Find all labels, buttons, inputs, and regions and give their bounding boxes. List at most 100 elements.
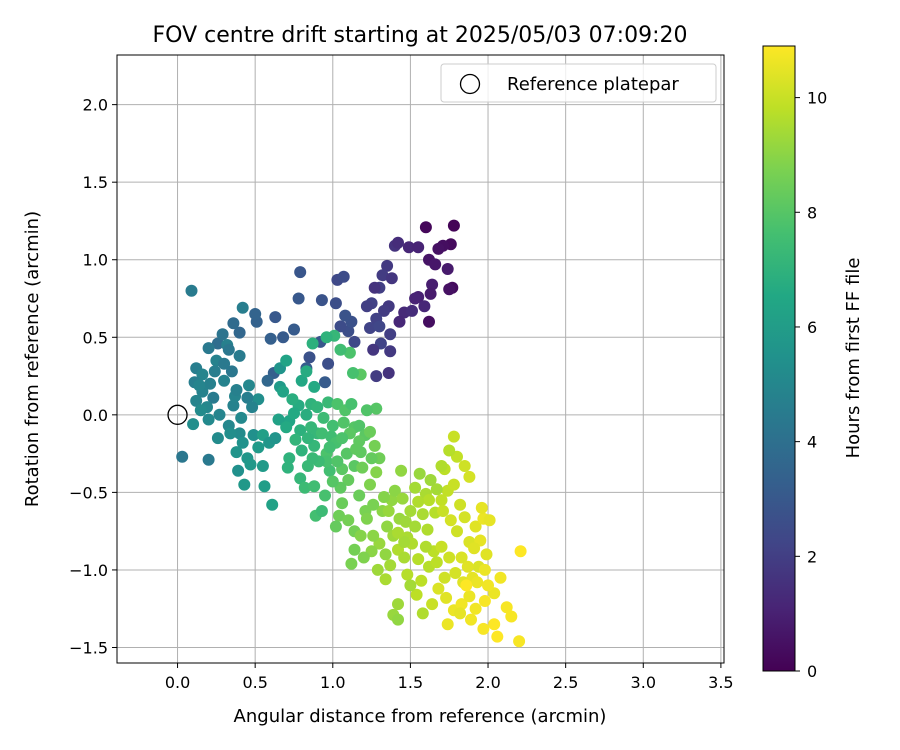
colorbar-tick-label: 6 <box>807 318 817 337</box>
data-point <box>477 622 490 635</box>
data-point <box>447 219 460 232</box>
data-point <box>252 441 265 454</box>
data-point <box>393 315 406 328</box>
data-point <box>218 357 231 370</box>
data-point <box>370 466 383 479</box>
colorbar-ticks: 0 2 4 6 8 10 <box>795 89 827 681</box>
data-point <box>455 551 468 564</box>
x-tick-label: 3.5 <box>708 673 733 692</box>
data-point <box>412 553 425 566</box>
data-point <box>367 343 380 356</box>
data-point <box>412 241 425 254</box>
data-point <box>331 455 344 468</box>
data-point <box>249 308 262 320</box>
data-point <box>292 292 305 305</box>
data-point <box>211 337 224 350</box>
data-point <box>426 278 439 291</box>
data-point <box>323 441 336 454</box>
data-point <box>398 536 411 548</box>
x-tick-label: 3.0 <box>631 673 656 692</box>
data-point <box>337 270 350 283</box>
data-point <box>342 474 355 486</box>
data-point <box>207 391 220 404</box>
y-tick-label: 1.5 <box>83 173 108 192</box>
y-tick-label: 0.5 <box>83 328 108 347</box>
data-point <box>306 337 319 350</box>
x-tick-label: 0.5 <box>242 673 267 692</box>
colorbar: 0 2 4 6 8 10 Hours from first FF file <box>762 45 864 681</box>
data-point <box>269 311 282 324</box>
data-point <box>294 266 307 279</box>
data-point <box>378 491 390 503</box>
data-point <box>233 326 246 339</box>
data-point <box>423 494 435 507</box>
data-point <box>315 505 328 517</box>
data-point <box>202 453 215 466</box>
data-point <box>256 460 269 472</box>
data-point <box>443 551 456 564</box>
data-point <box>295 444 308 457</box>
data-point <box>266 498 279 511</box>
grid-lines <box>117 55 724 663</box>
data-point <box>429 258 442 271</box>
x-tick-label: 1.5 <box>398 673 423 692</box>
data-point <box>447 478 460 491</box>
legend: Reference platepar <box>440 63 717 103</box>
data-point <box>176 450 189 463</box>
data-point <box>303 351 316 364</box>
data-point <box>342 514 355 527</box>
data-point <box>322 357 335 370</box>
data-point <box>454 498 467 511</box>
data-point <box>283 452 296 465</box>
data-point <box>435 540 448 553</box>
data-point <box>465 613 477 626</box>
data-point <box>463 590 476 603</box>
data-point <box>460 579 473 592</box>
data-point <box>373 320 386 333</box>
data-point <box>294 424 307 437</box>
data-point <box>364 322 376 334</box>
colorbar-label: Hours from first FF file <box>843 258 864 459</box>
data-point <box>236 301 249 314</box>
data-point <box>426 598 439 611</box>
data-point <box>289 433 302 446</box>
data-point <box>447 430 460 443</box>
data-point <box>326 419 339 432</box>
y-tick-label: 1.0 <box>83 251 108 270</box>
data-point <box>401 568 414 581</box>
data-point <box>350 443 363 455</box>
data-point <box>326 475 339 488</box>
data-point <box>441 618 454 631</box>
data-point <box>384 559 397 572</box>
data-point <box>241 391 254 404</box>
data-point <box>435 494 448 507</box>
data-point <box>455 598 468 611</box>
legend-box <box>440 63 717 103</box>
data-point <box>357 551 370 564</box>
data-point <box>288 407 300 420</box>
data-point <box>435 460 448 472</box>
data-point <box>204 377 217 390</box>
data-point <box>334 343 347 356</box>
data-point <box>419 221 432 234</box>
data-point <box>288 323 300 336</box>
data-point <box>336 432 349 445</box>
data-point <box>404 505 417 517</box>
data-point <box>246 401 259 414</box>
data-point <box>317 411 330 424</box>
data-point <box>419 540 432 553</box>
data-point <box>336 497 349 510</box>
data-point <box>353 419 366 432</box>
data-point <box>424 474 437 486</box>
data-point <box>322 396 335 409</box>
y-tick-label: 2.0 <box>83 96 108 115</box>
data-point <box>381 520 394 533</box>
data-point <box>379 573 392 586</box>
data-point <box>277 331 290 344</box>
y-axis: −1.5 −1.0 −0.5 0.0 0.5 1.0 1.5 2.0 <box>69 96 117 657</box>
legend-marker-reference-platepar <box>459 73 481 95</box>
data-point <box>458 511 471 524</box>
colorbar-tick-label: 10 <box>807 89 827 108</box>
data-point <box>488 618 501 631</box>
